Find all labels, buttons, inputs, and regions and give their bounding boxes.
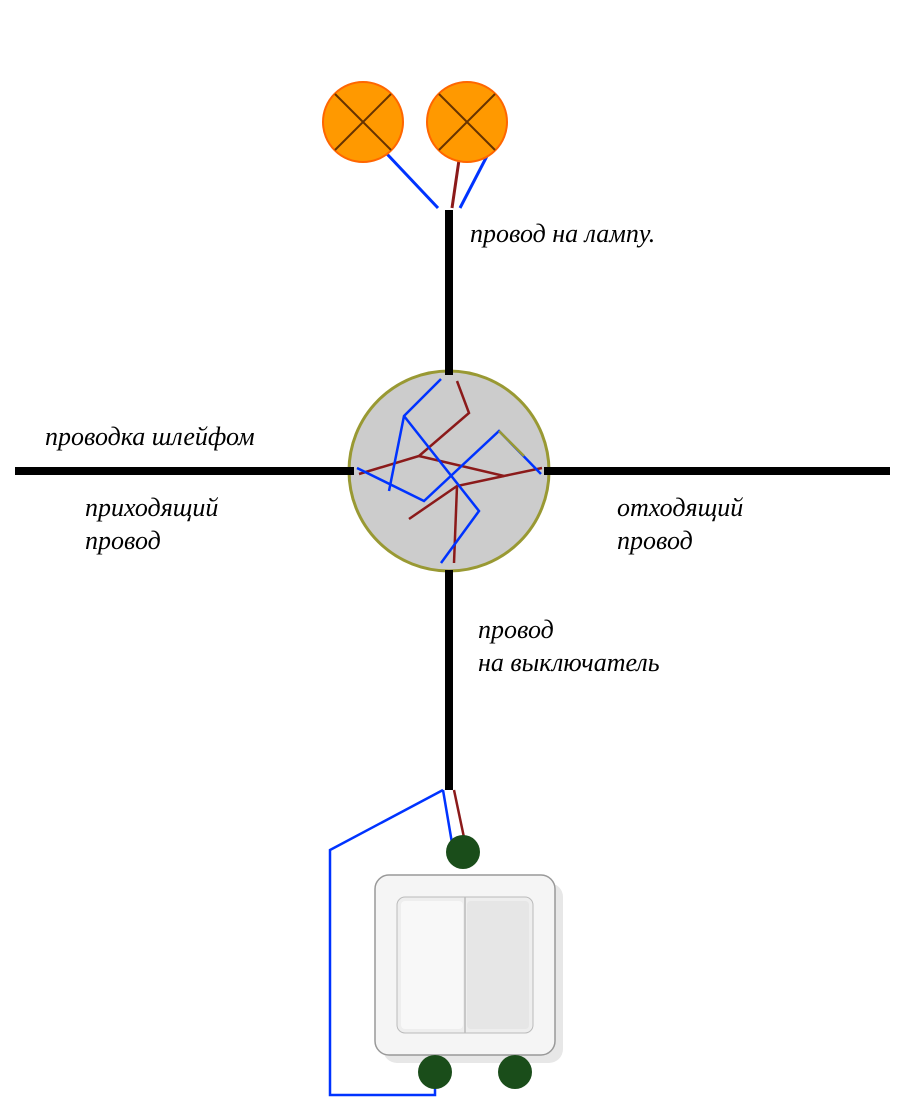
lamp-wire-label: провод на лампу. (470, 218, 655, 251)
switch-wire-label: провод на выключатель (478, 614, 660, 679)
incoming-wire-label: приходящий провод (85, 492, 218, 557)
outgoing-wire-label: отходящий провод (617, 492, 743, 557)
loop-wiring-label: проводка шлейфом (45, 421, 255, 454)
